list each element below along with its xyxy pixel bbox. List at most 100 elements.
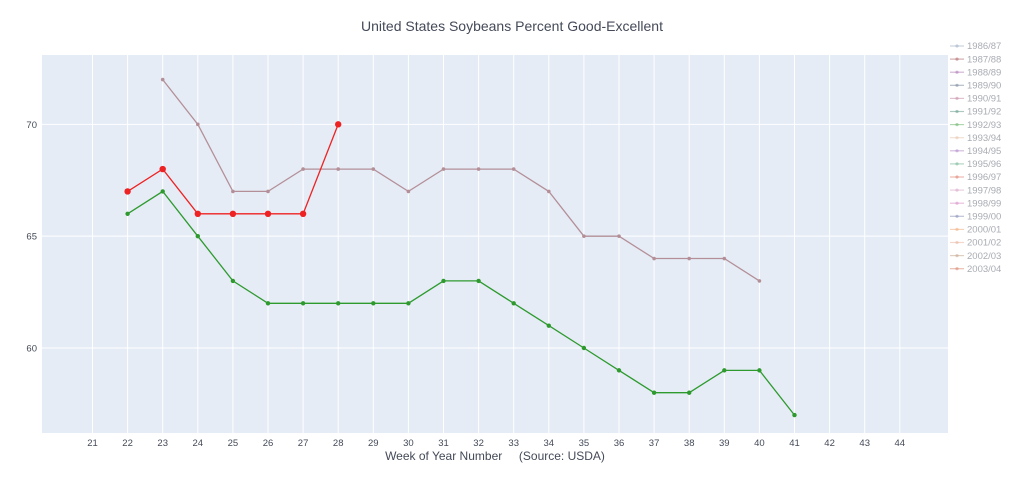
series-point xyxy=(229,210,237,218)
x-tick-label: 27 xyxy=(298,438,309,449)
legend-item-label: 1991/92 xyxy=(967,107,1001,118)
x-tick-label: 35 xyxy=(579,438,590,449)
series-point xyxy=(196,122,200,127)
x-tick-label: 33 xyxy=(508,438,519,449)
legend-item-label: 1994/95 xyxy=(967,146,1001,157)
series-point xyxy=(160,189,165,194)
series-point xyxy=(581,345,587,351)
legend-swatch-marker xyxy=(955,188,959,192)
legend-item-label: 1999/00 xyxy=(967,212,1001,223)
legend-item-label: 1988/89 xyxy=(967,67,1001,78)
series-line xyxy=(127,190,796,416)
y-tick-label: 65 xyxy=(26,232,37,243)
series-point xyxy=(546,323,551,328)
y-tick-label: 60 xyxy=(26,344,37,355)
legend-swatch-marker xyxy=(955,240,959,245)
series-point xyxy=(300,301,306,306)
series-point xyxy=(159,165,166,173)
series-point xyxy=(406,189,411,194)
chart-title: United States Soybeans Percent Good-Exce… xyxy=(361,18,663,34)
series-point xyxy=(231,189,235,194)
series-point xyxy=(441,167,446,171)
x-tick-label: 36 xyxy=(614,438,625,449)
series-point xyxy=(336,301,341,306)
series-point xyxy=(266,189,270,194)
series-point xyxy=(406,301,411,306)
y-tick-label: 70 xyxy=(26,120,37,131)
x-tick-label: 29 xyxy=(368,438,379,449)
legend-swatch-marker xyxy=(955,214,959,218)
x-tick-label: 37 xyxy=(649,438,660,449)
legend-swatch-marker xyxy=(955,175,959,179)
legend-item-label: 2003/04 xyxy=(967,264,1001,275)
series-point xyxy=(511,301,516,306)
legend-item-label: 1996/97 xyxy=(967,172,1001,183)
series-point xyxy=(336,167,341,171)
x-tick-label: 30 xyxy=(403,438,414,449)
series-point xyxy=(687,390,692,395)
series-point xyxy=(547,189,551,194)
legend-item-label: 1995/96 xyxy=(967,159,1001,170)
x-tick-label: 32 xyxy=(473,438,484,449)
series-point xyxy=(476,167,481,171)
series-point xyxy=(195,233,200,239)
x-axis-title: Week of Year Number (Source: USDA) xyxy=(385,449,605,463)
legend-item-label: 1997/98 xyxy=(967,185,1001,196)
legend-item-label: 1990/91 xyxy=(967,94,1001,105)
legend-item-label: 1992/93 xyxy=(967,120,1001,131)
legend-swatch-marker xyxy=(955,109,959,114)
x-tick-label: 26 xyxy=(263,438,274,449)
x-tick-label: 25 xyxy=(228,438,239,449)
series-point xyxy=(264,210,272,218)
series-point xyxy=(124,188,131,195)
legend-item-label: 1998/99 xyxy=(967,198,1001,209)
legend-item-label: 1989/90 xyxy=(967,81,1001,92)
legend-item-label: 2001/02 xyxy=(967,238,1001,249)
legend-swatch-marker xyxy=(955,123,959,127)
x-tick-label: 44 xyxy=(895,438,906,449)
legend-swatch-marker xyxy=(955,44,959,48)
series-point xyxy=(299,210,307,218)
series-point xyxy=(757,368,762,373)
legend-swatch-marker xyxy=(955,227,959,231)
series-point xyxy=(230,278,236,284)
x-tick-label: 31 xyxy=(438,438,449,449)
legend-swatch-marker xyxy=(955,149,959,153)
x-tick-label: 39 xyxy=(719,438,730,449)
legend-swatch-marker xyxy=(955,254,959,258)
legend-swatch-marker xyxy=(955,96,959,100)
series-point xyxy=(792,412,797,418)
legend-item-label: 1987/88 xyxy=(967,54,1001,65)
series-point xyxy=(652,256,656,261)
series-point xyxy=(722,256,727,261)
x-tick-label: 22 xyxy=(122,438,133,449)
series-point xyxy=(687,256,691,261)
series-point xyxy=(301,167,305,171)
series-point xyxy=(582,234,586,238)
series-point xyxy=(371,167,376,171)
legend-swatch-marker xyxy=(955,267,959,271)
legend-item-label: 1986/87 xyxy=(967,41,1001,52)
legend-item-label: 2002/03 xyxy=(967,251,1001,262)
series-point xyxy=(371,301,376,306)
series-point xyxy=(722,368,727,373)
x-tick-label: 41 xyxy=(789,438,800,449)
x-tick-label: 43 xyxy=(859,438,870,449)
x-tick-label: 38 xyxy=(684,438,695,449)
series-point xyxy=(651,390,657,395)
legend-swatch-marker xyxy=(955,201,959,205)
x-tick-label: 34 xyxy=(544,438,555,449)
x-tick-label: 42 xyxy=(824,438,835,449)
series-line xyxy=(162,79,760,282)
series-point xyxy=(125,211,130,217)
x-tick-label: 21 xyxy=(87,438,98,449)
legend-item-label: 2000/01 xyxy=(967,225,1001,236)
series-point xyxy=(511,167,516,171)
series-point xyxy=(194,210,201,218)
series-point xyxy=(441,278,446,284)
x-tick-label: 23 xyxy=(157,438,168,449)
series-point xyxy=(617,234,621,238)
series-point xyxy=(335,121,342,128)
x-tick-label: 40 xyxy=(754,438,765,449)
